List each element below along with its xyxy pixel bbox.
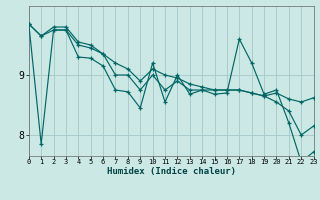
X-axis label: Humidex (Indice chaleur): Humidex (Indice chaleur) — [107, 167, 236, 176]
